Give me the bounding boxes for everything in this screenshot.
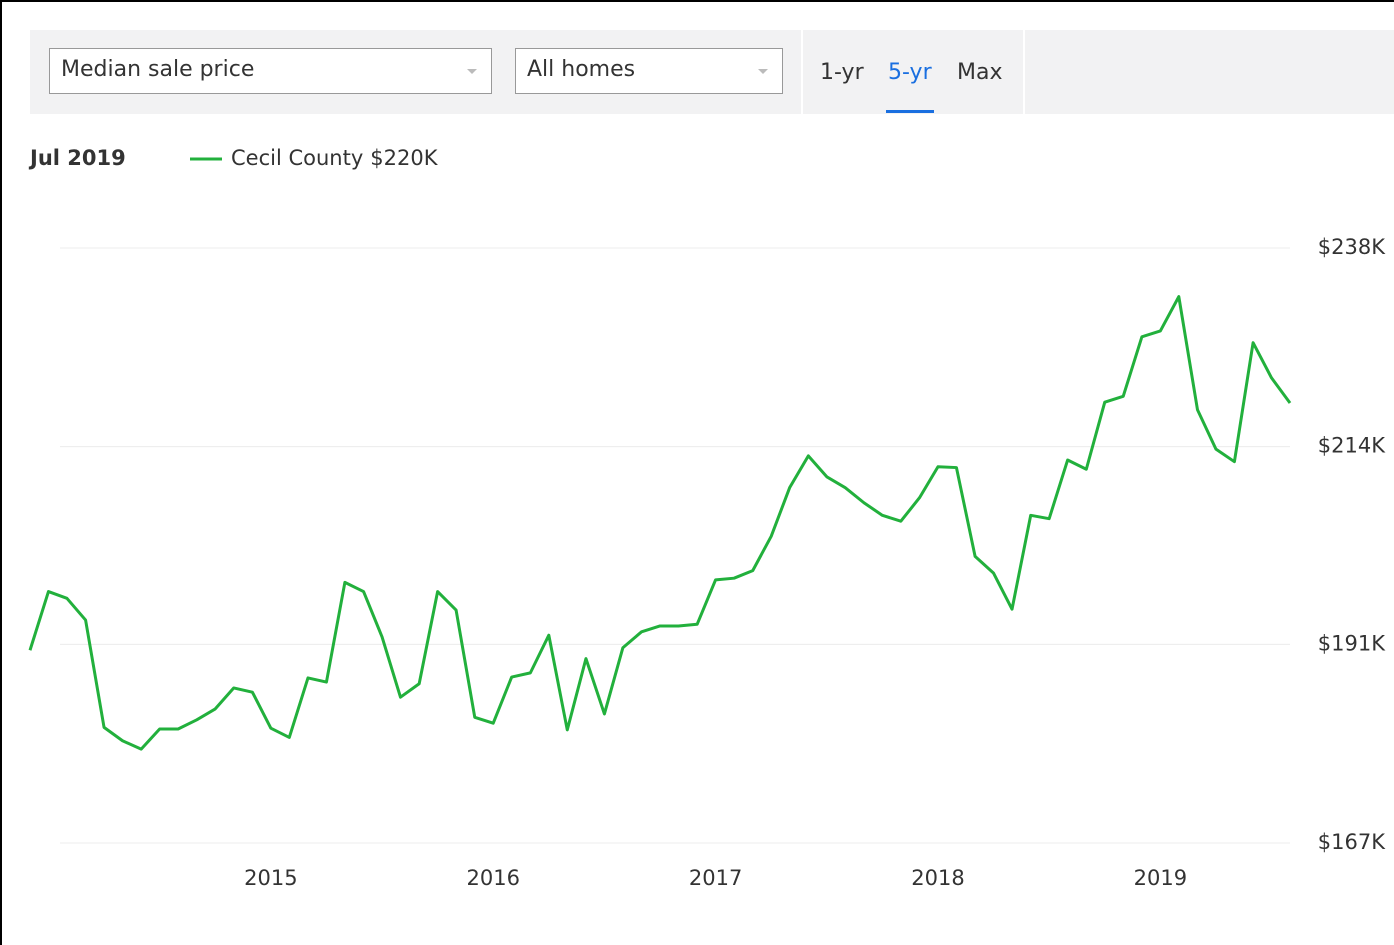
x-tick-label: 2015 [244,866,297,890]
x-tick-label: 2018 [911,866,964,890]
range-tab[interactable]: 1-yr [820,60,864,85]
hover-date: Jul 2019 [28,146,126,170]
y-tick-label: $167K [1318,830,1386,854]
line [28,295,1292,751]
y-tick-label: $214K [1318,434,1386,458]
y-tick-label: $191K [1318,631,1386,655]
x-tick-label: 2016 [466,866,519,890]
home-type-dropdown[interactable]: All homes [515,48,783,94]
toolbar: Median sale price All homes 1-yr 5-yr Max [30,30,1394,114]
x-tick-label: 2017 [689,866,742,890]
y-tick-label: $238K [1318,235,1386,259]
range-tab[interactable]: Max [957,60,1003,85]
range-tab[interactable]: 5-yr [886,60,934,113]
legend-name: Cecil County [231,146,363,170]
legend-value: $220K [370,146,438,170]
separator [1023,30,1025,114]
x-tick-label: 2019 [1134,866,1187,890]
separator [801,30,803,114]
metric-dropdown[interactable]: Median sale price [49,48,492,94]
